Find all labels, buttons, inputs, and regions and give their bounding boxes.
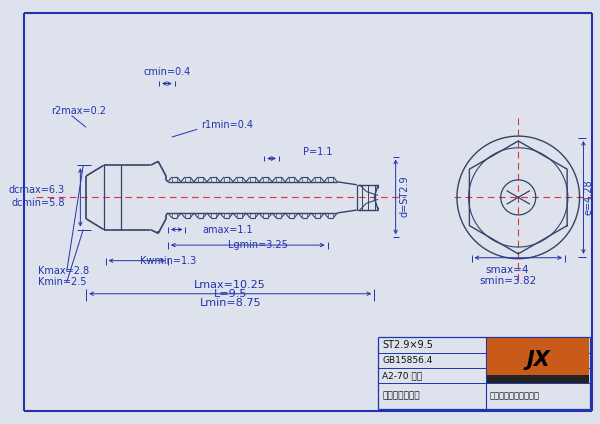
Bar xyxy=(487,376,589,383)
Text: Lgmin=3.25: Lgmin=3.25 xyxy=(227,240,287,250)
Text: Lmax=10.25: Lmax=10.25 xyxy=(194,280,266,290)
Text: A2-70 洗白: A2-70 洗白 xyxy=(382,371,422,380)
Text: Kwmin=1.3: Kwmin=1.3 xyxy=(140,256,196,266)
Text: d=ST2.9: d=ST2.9 xyxy=(400,176,409,217)
Text: e=4.28: e=4.28 xyxy=(583,180,593,215)
Text: cmin=0.4: cmin=0.4 xyxy=(143,67,191,77)
Bar xyxy=(487,338,589,382)
Text: r1min=0.4: r1min=0.4 xyxy=(201,120,253,131)
Text: L=9.5: L=9.5 xyxy=(214,289,247,299)
Text: ST2.9×9.5: ST2.9×9.5 xyxy=(382,340,433,350)
Text: smax=4: smax=4 xyxy=(486,265,529,275)
Text: P=1.1: P=1.1 xyxy=(303,147,332,156)
Text: 杭州匠鑫实业有限公司: 杭州匠鑫实业有限公司 xyxy=(490,391,540,400)
Text: Kmax=2.8: Kmax=2.8 xyxy=(38,266,89,276)
Text: amax=1.1: amax=1.1 xyxy=(202,225,253,234)
Text: Kmin=2.5: Kmin=2.5 xyxy=(38,277,86,287)
Text: 六角法兰钒尾钉: 六角法兰钒尾钉 xyxy=(382,391,419,400)
Text: GB15856.4: GB15856.4 xyxy=(382,356,433,365)
Text: dcmin=5.8: dcmin=5.8 xyxy=(11,198,65,208)
Text: smin=3.82: smin=3.82 xyxy=(479,276,536,286)
Text: r2max=0.2: r2max=0.2 xyxy=(51,106,106,116)
Text: dcmax=6.3: dcmax=6.3 xyxy=(8,184,65,195)
Text: JX: JX xyxy=(526,350,550,370)
Text: Lmin=8.75: Lmin=8.75 xyxy=(199,298,261,307)
